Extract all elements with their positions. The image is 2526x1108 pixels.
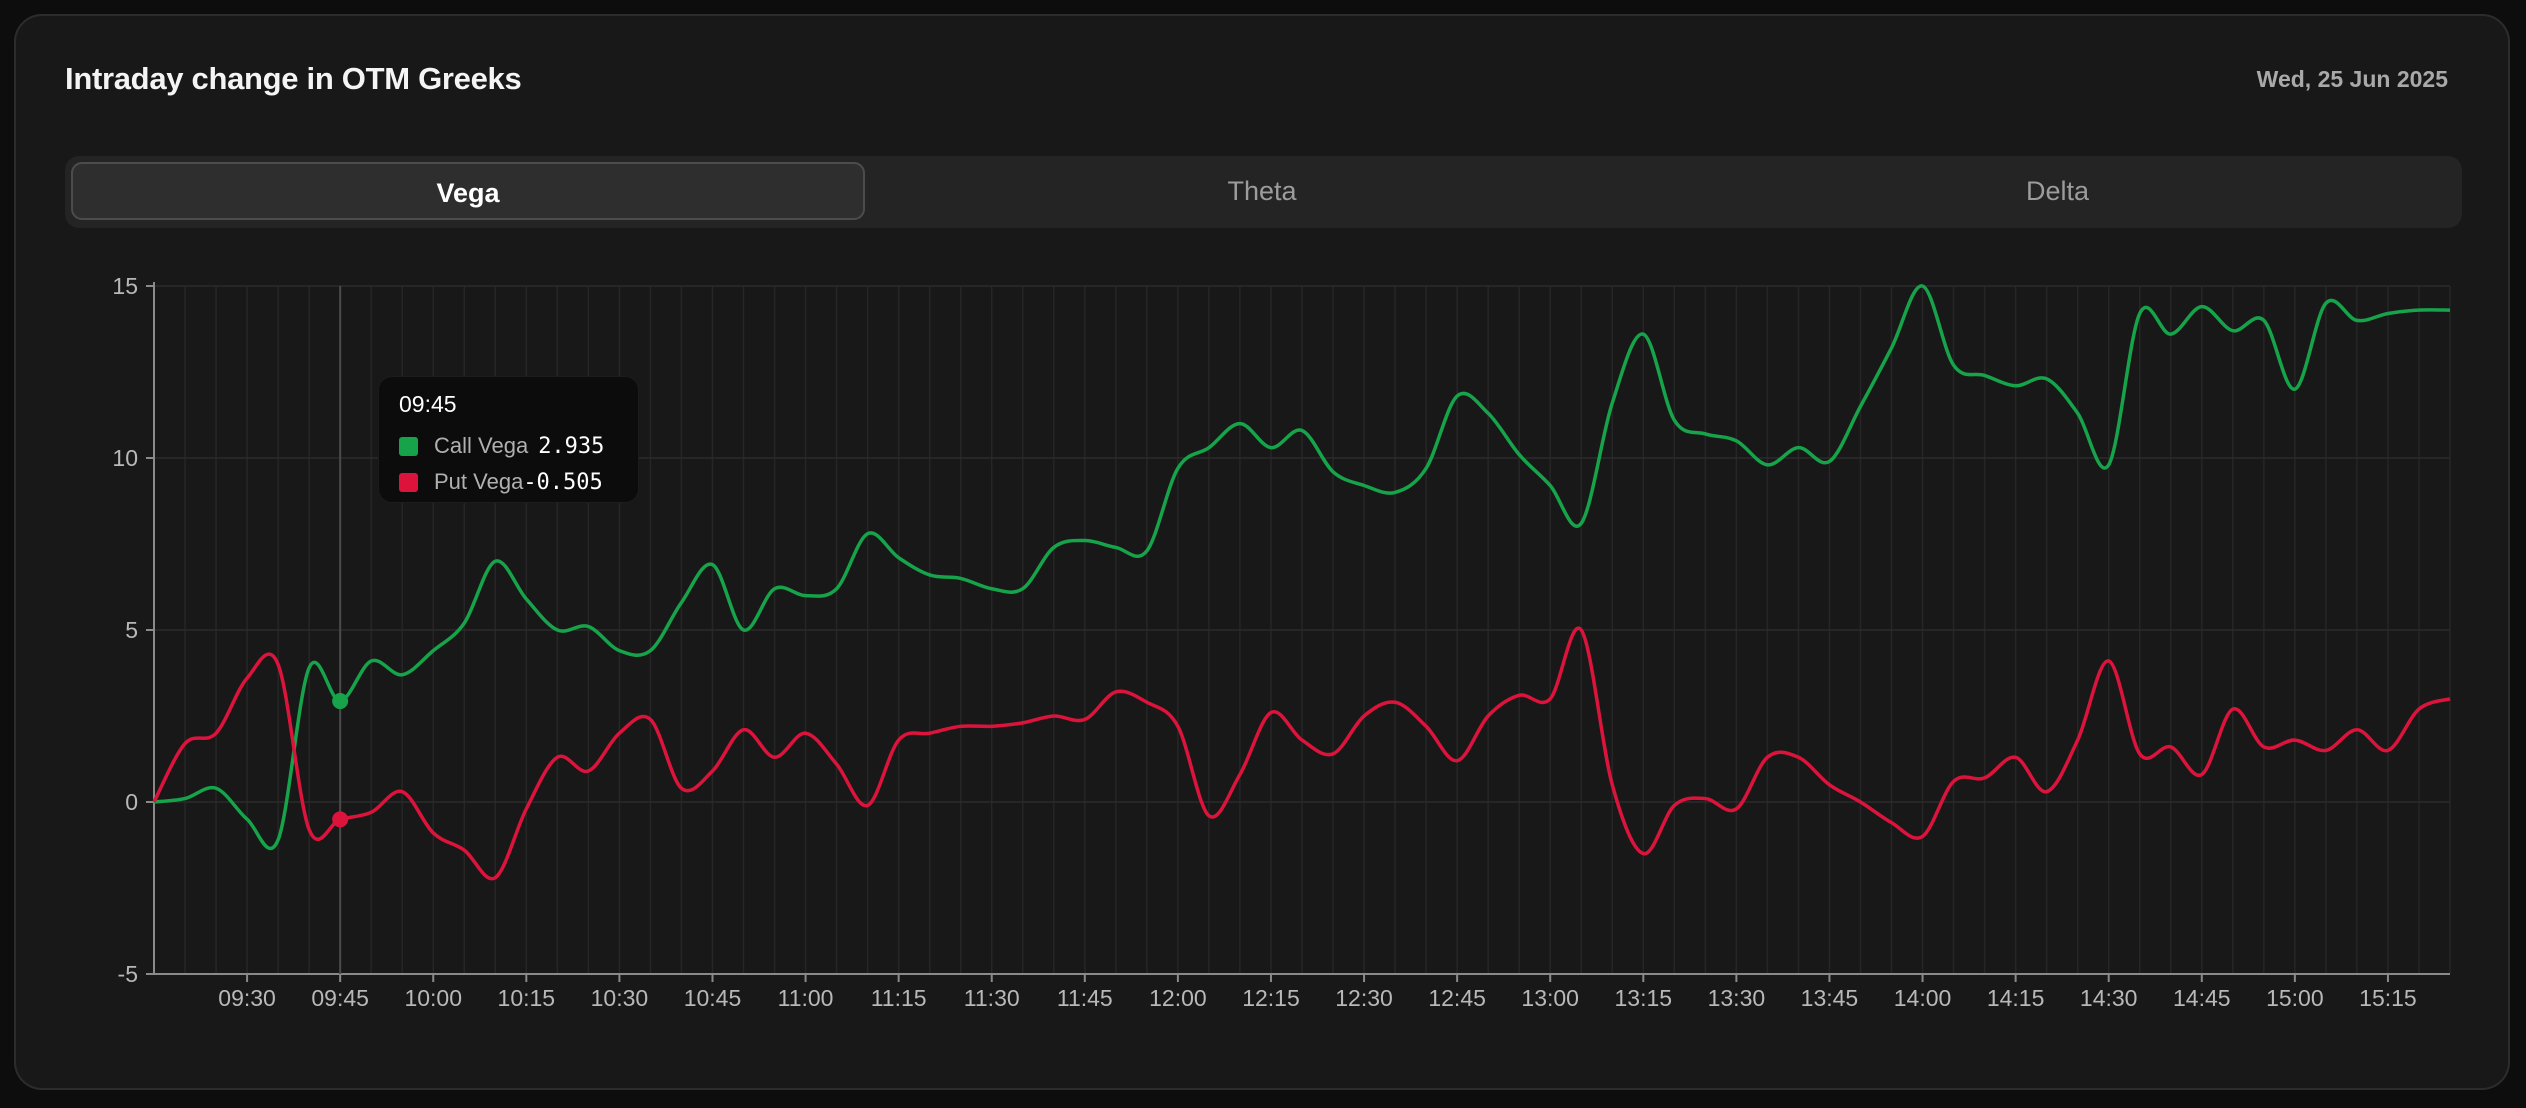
x-tick-label: 11:45 [1057,985,1113,1011]
tab-vega[interactable]: Vega [71,162,865,220]
put-vega-line [152,626,2451,881]
x-tick-label: 13:30 [1708,985,1766,1011]
call-swatch-icon [399,436,418,456]
x-tick-label: 10:15 [498,985,556,1011]
tab-theta[interactable]: Theta [1227,176,1297,206]
put-highlight-point [332,811,349,828]
y-tick-label: 0 [125,789,138,815]
tooltip-put-label: Put Vega [434,469,524,494]
x-tick-label: 15:15 [2359,985,2417,1011]
tooltip-put-value: -0.505 [523,469,603,495]
x-tick-label: 13:15 [1615,985,1673,1011]
x-tick-label: 14:30 [2080,985,2138,1011]
x-tick-label: 12:30 [1335,985,1393,1011]
x-tick-label: 12:45 [1428,985,1486,1011]
y-tick-label: 5 [125,617,138,643]
tooltip-row-put: Put Vega -0.505 [399,464,618,500]
x-tick-label: 12:15 [1242,985,1300,1011]
y-tick-label: 10 [112,445,138,471]
call-highlight-point [332,693,349,710]
date-label: Wed, 25 Jun 2025 [2256,66,2448,92]
x-tick-label: 10:00 [404,985,462,1011]
tooltip-row-call: Call Vega 2.935 [399,428,618,464]
x-tick-label: 14:00 [1894,985,1952,1011]
x-tick-label: 13:45 [1801,985,1859,1011]
y-tick-label: 15 [112,273,138,299]
tooltip-time: 09:45 [399,391,457,417]
tooltip-call-value: 2.935 [538,433,605,459]
card-title: Intraday change in OTM Greeks [65,61,522,96]
chart-tooltip: 09:45 Call Vega 2.935 Put Vega -0.505 [378,376,639,503]
x-tick-label: 11:30 [964,985,1020,1011]
x-tick-label: 12:00 [1149,985,1207,1011]
x-tick-label: 10:45 [684,985,742,1011]
chart-card: Intraday change in OTM Greeks Wed, 25 Ju… [14,14,2510,1090]
x-tick-label: 13:00 [1521,985,1579,1011]
greek-tab-bar: Vega Theta Delta [65,156,2462,228]
x-tick-label: 15:00 [2266,985,2324,1011]
x-tick-label: 11:15 [871,985,927,1011]
tooltip-call-label: Call Vega [434,433,529,458]
x-tick-label: 10:30 [591,985,649,1011]
x-tick-label: 09:30 [218,985,276,1011]
line-chart[interactable]: -5 0 5 10 15 09:30 09:45 10:00 10:15 10:30 10:45 11… [16,16,2512,1092]
x-tick-label: 09:45 [311,985,369,1011]
x-tick-label: 14:45 [2173,985,2231,1011]
put-swatch-icon [399,472,418,492]
x-tick-label: 11:00 [778,985,834,1011]
call-vega-line [153,284,2451,851]
tab-delta[interactable]: Delta [2025,176,2090,206]
x-tick-label: 14:15 [1987,985,2045,1011]
y-tick-label: -5 [118,961,138,987]
